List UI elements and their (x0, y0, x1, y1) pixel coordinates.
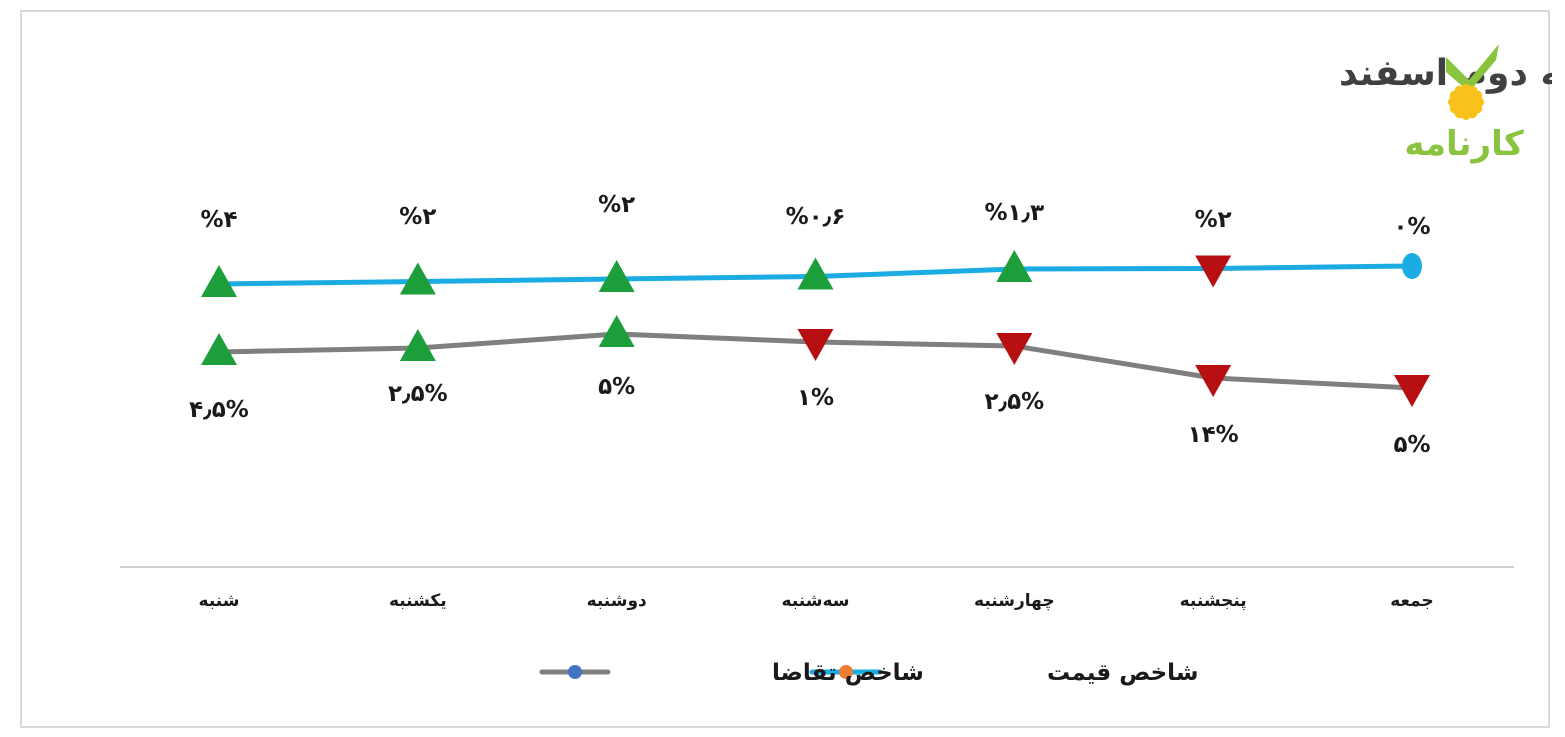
legend-price-marker (839, 665, 853, 679)
price-data-label: %۲ (598, 192, 635, 218)
category-label: جمعه (1390, 591, 1434, 611)
price-marker (1195, 255, 1232, 288)
price-marker (1402, 253, 1422, 279)
demand-data-label: ۵% (1393, 432, 1430, 458)
category-label: دوشنبه (587, 591, 647, 611)
chart-frame: شاخص قیمت خودرو و شاخص تقاضای بازار در ه… (20, 10, 1552, 728)
demand-data-label: ۵% (598, 374, 635, 400)
demand-marker (201, 333, 237, 365)
demand-marker (1394, 375, 1430, 407)
legend: شاخص قیمت شاخص تقاضا (539, 660, 1198, 686)
demand-marker (996, 333, 1033, 365)
category-label: یکشنبه (389, 591, 447, 611)
price-marker (598, 260, 635, 292)
category-label: پنجشنبه (1180, 591, 1247, 611)
demand-data-label: ۱۴% (1188, 422, 1239, 448)
price-data-label: %۰٫۶ (786, 204, 846, 230)
logo-leaf-icon (1446, 44, 1499, 92)
category-label: سه‌شنبه (782, 591, 850, 611)
demand-data-label: ۱% (797, 385, 834, 411)
legend-item-price: شاخص قیمت (809, 660, 1198, 686)
demand-marker (399, 329, 436, 361)
category-labels: شنبه یکشنبه دوشنبه سه‌شنبه چهارشنبه پنجشنبه جم… (199, 591, 1434, 611)
price-data-label: %۲ (1195, 207, 1232, 233)
logo-sun-icon (1448, 84, 1484, 120)
price-data-label: %۴ (200, 207, 237, 233)
chart-title: شاخص قیمت خودرو و شاخص تقاضای بازار در ه… (1339, 53, 1552, 94)
karnameh-logo: کارنامه (1404, 44, 1524, 164)
price-marker (996, 250, 1033, 282)
logo-text: کارنامه (1404, 124, 1524, 164)
price-marker (201, 265, 237, 297)
demand-data-label: ۲٫۵% (388, 381, 448, 407)
price-data-label: %۲ (399, 204, 436, 230)
demand-data-label: ۲٫۵% (984, 389, 1044, 415)
chart-svg: شاخص قیمت خودرو و شاخص تقاضای بازار در ه… (120, 44, 1552, 686)
demand-data-label: ۴٫۵% (189, 397, 249, 423)
legend-item-demand: شاخص تقاضا (539, 660, 924, 686)
legend-price-label: شاخص قیمت (1047, 660, 1198, 686)
price-data-label: ۰% (1393, 214, 1430, 240)
series-layer: %۴ %۲ %۲ %۰٫۶ %۱٫۳ %۲ ۰% ۴٫۵% ۲٫۵% ۵% ۱% ۲٫۵% ۱۴% ۵% (189, 192, 1430, 458)
legend-demand-marker (568, 665, 582, 679)
category-label: چهارشنبه (974, 591, 1055, 611)
price-marker (399, 262, 436, 295)
demand-marker (1195, 365, 1232, 397)
demand-marker (598, 315, 635, 347)
legend-demand-label: شاخص تقاضا (772, 660, 924, 686)
demand-marker (797, 329, 834, 361)
category-label: شنبه (199, 591, 240, 611)
price-marker (797, 257, 834, 290)
price-data-label: %۱٫۳ (984, 200, 1044, 226)
